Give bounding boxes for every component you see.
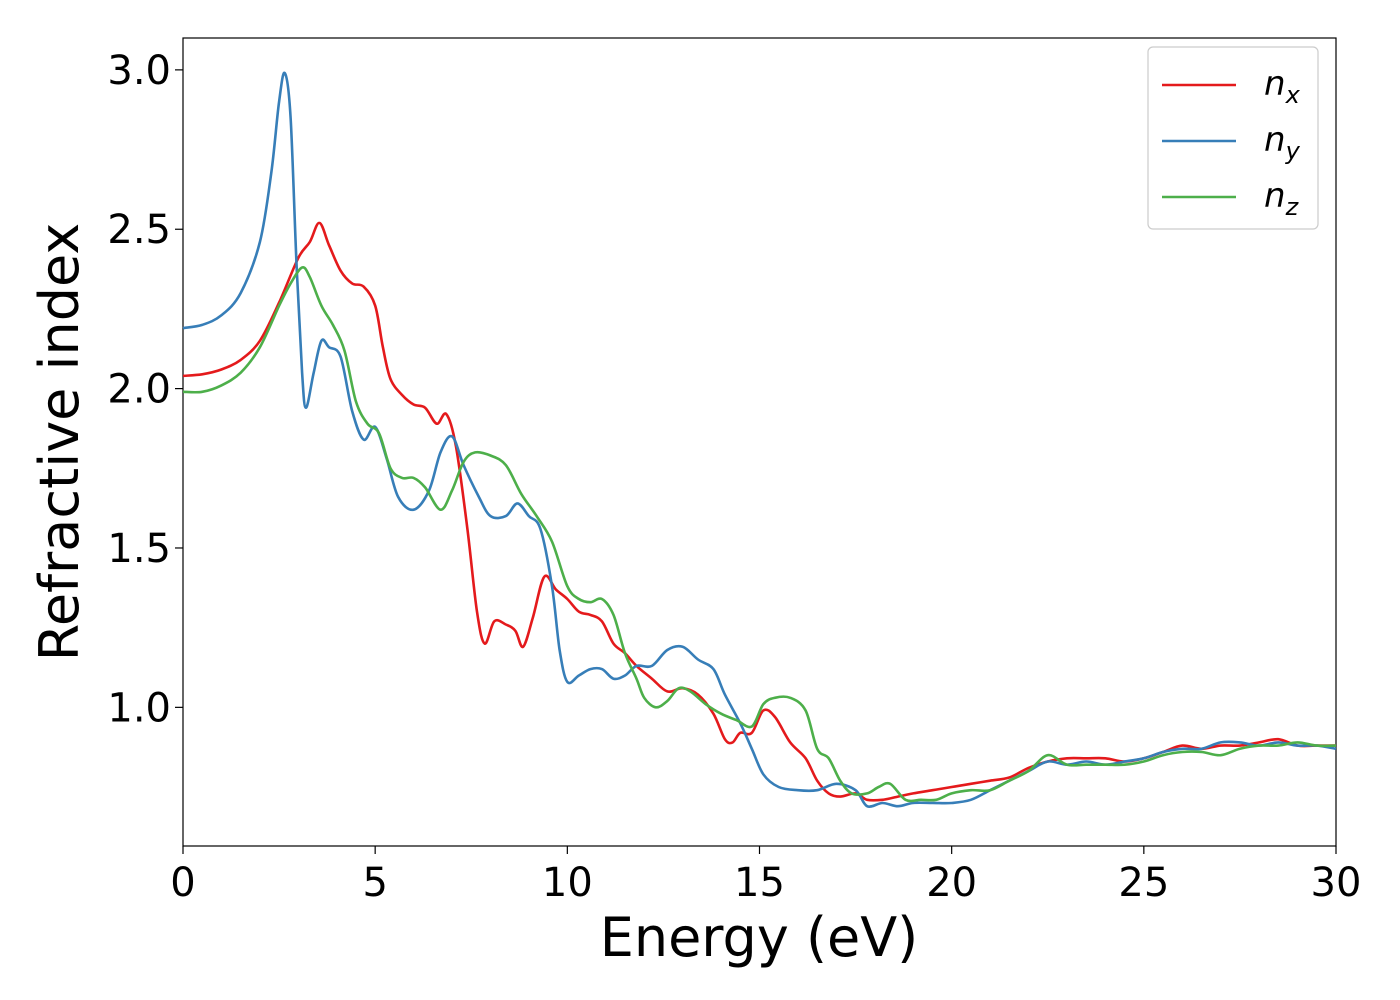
y-axis-label: Refractive index [28,223,91,662]
x-tick-label: 15 [734,860,785,906]
x-tick-label: 25 [1118,860,1169,906]
y-tick-label: 3.0 [107,48,171,94]
series-line-n-x [182,221,1336,802]
series-layer [182,71,1337,808]
x-tick-label: 0 [170,860,195,906]
x-tick-label: 20 [926,860,977,906]
x-tick-label: 5 [362,860,387,906]
y-tick-label: 2.5 [107,207,171,253]
series-line-n-z [182,266,1337,803]
x-tick-label: 10 [542,860,593,906]
series-line-n-y [182,71,1337,808]
y-axis-ticks: 1.0 1.5 2.0 2.5 3.0 [107,48,183,731]
y-tick-label: 2.0 [107,367,171,413]
y-tick-label: 1.0 [107,685,171,731]
x-axis-label: Energy (eV) [600,906,919,969]
y-tick-label: 1.5 [107,526,171,572]
x-tick-label: 30 [1311,860,1362,906]
x-axis-ticks: 0 5 10 15 20 25 30 [170,846,1361,906]
legend-frame [1147,46,1319,230]
legend-label-z: nz [1264,176,1300,221]
